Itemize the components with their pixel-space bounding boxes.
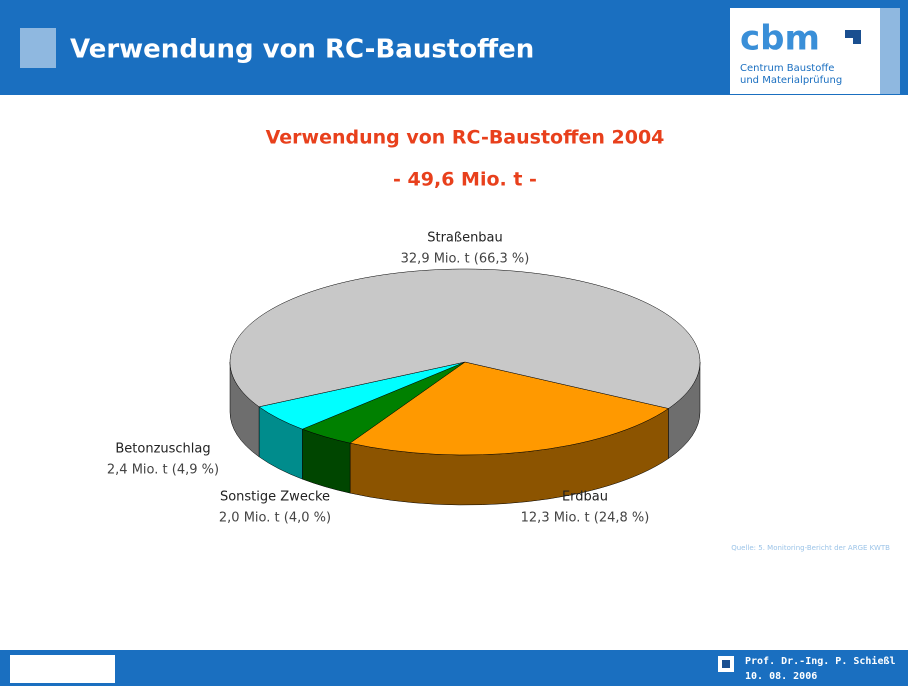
footer-box (10, 655, 115, 683)
logo-line: und Materialprüfung (740, 75, 842, 86)
slice-label: Erdbau (562, 490, 608, 505)
chart-subtitle: - 49,6 Mio. t - (393, 169, 537, 191)
slice-label: Sonstige Zwecke (220, 490, 330, 505)
logo-box (730, 8, 880, 94)
logo-line: Centrum Baustoffe (740, 63, 834, 74)
chart-title: Verwendung von RC-Baustoffen 2004 (266, 127, 665, 149)
footer-icon (722, 660, 730, 668)
slice-value-label: 2,0 Mio. t (4,0 %) (219, 511, 331, 526)
source-note: Quelle: 5. Monitoring-Bericht der ARGE K… (731, 544, 890, 552)
pie-slice (349, 361, 670, 456)
slice-label: Straßenbau (427, 231, 503, 246)
slide-title: Verwendung von RC-Baustoffen (70, 35, 534, 65)
header-square (20, 28, 56, 68)
slice-value-label: 32,9 Mio. t (66,3 %) (401, 252, 530, 267)
slice-label: Betonzuschlag (115, 442, 210, 457)
logo-strip (880, 8, 900, 94)
pie: Erdbau 12,3 Mio. t (24,8 %) Sonstige Zweck… (107, 231, 701, 526)
footer-author: Prof. Dr.-Ing. P. Schießl (745, 655, 896, 667)
footer-date: 10. 08. 2006 (745, 671, 817, 682)
slice-value-label: 12,3 Mio. t (24,8 %) (521, 511, 650, 526)
logo-icon (845, 38, 853, 44)
pie-slice (229, 268, 701, 409)
slice-value-label: 2,4 Mio. t (4,9 %) (107, 463, 219, 478)
footer-bar (0, 650, 908, 686)
logo: cbm (740, 19, 820, 59)
